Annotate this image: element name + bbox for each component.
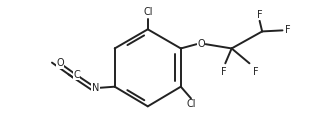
Text: N: N [92,83,99,93]
Text: F: F [221,67,227,76]
Text: O: O [197,39,205,49]
Text: Cl: Cl [186,99,196,109]
Text: Cl: Cl [143,7,153,17]
Text: F: F [285,25,291,35]
Text: F: F [257,10,262,20]
Text: F: F [253,67,258,76]
Text: C: C [73,70,80,80]
Text: O: O [56,58,64,68]
